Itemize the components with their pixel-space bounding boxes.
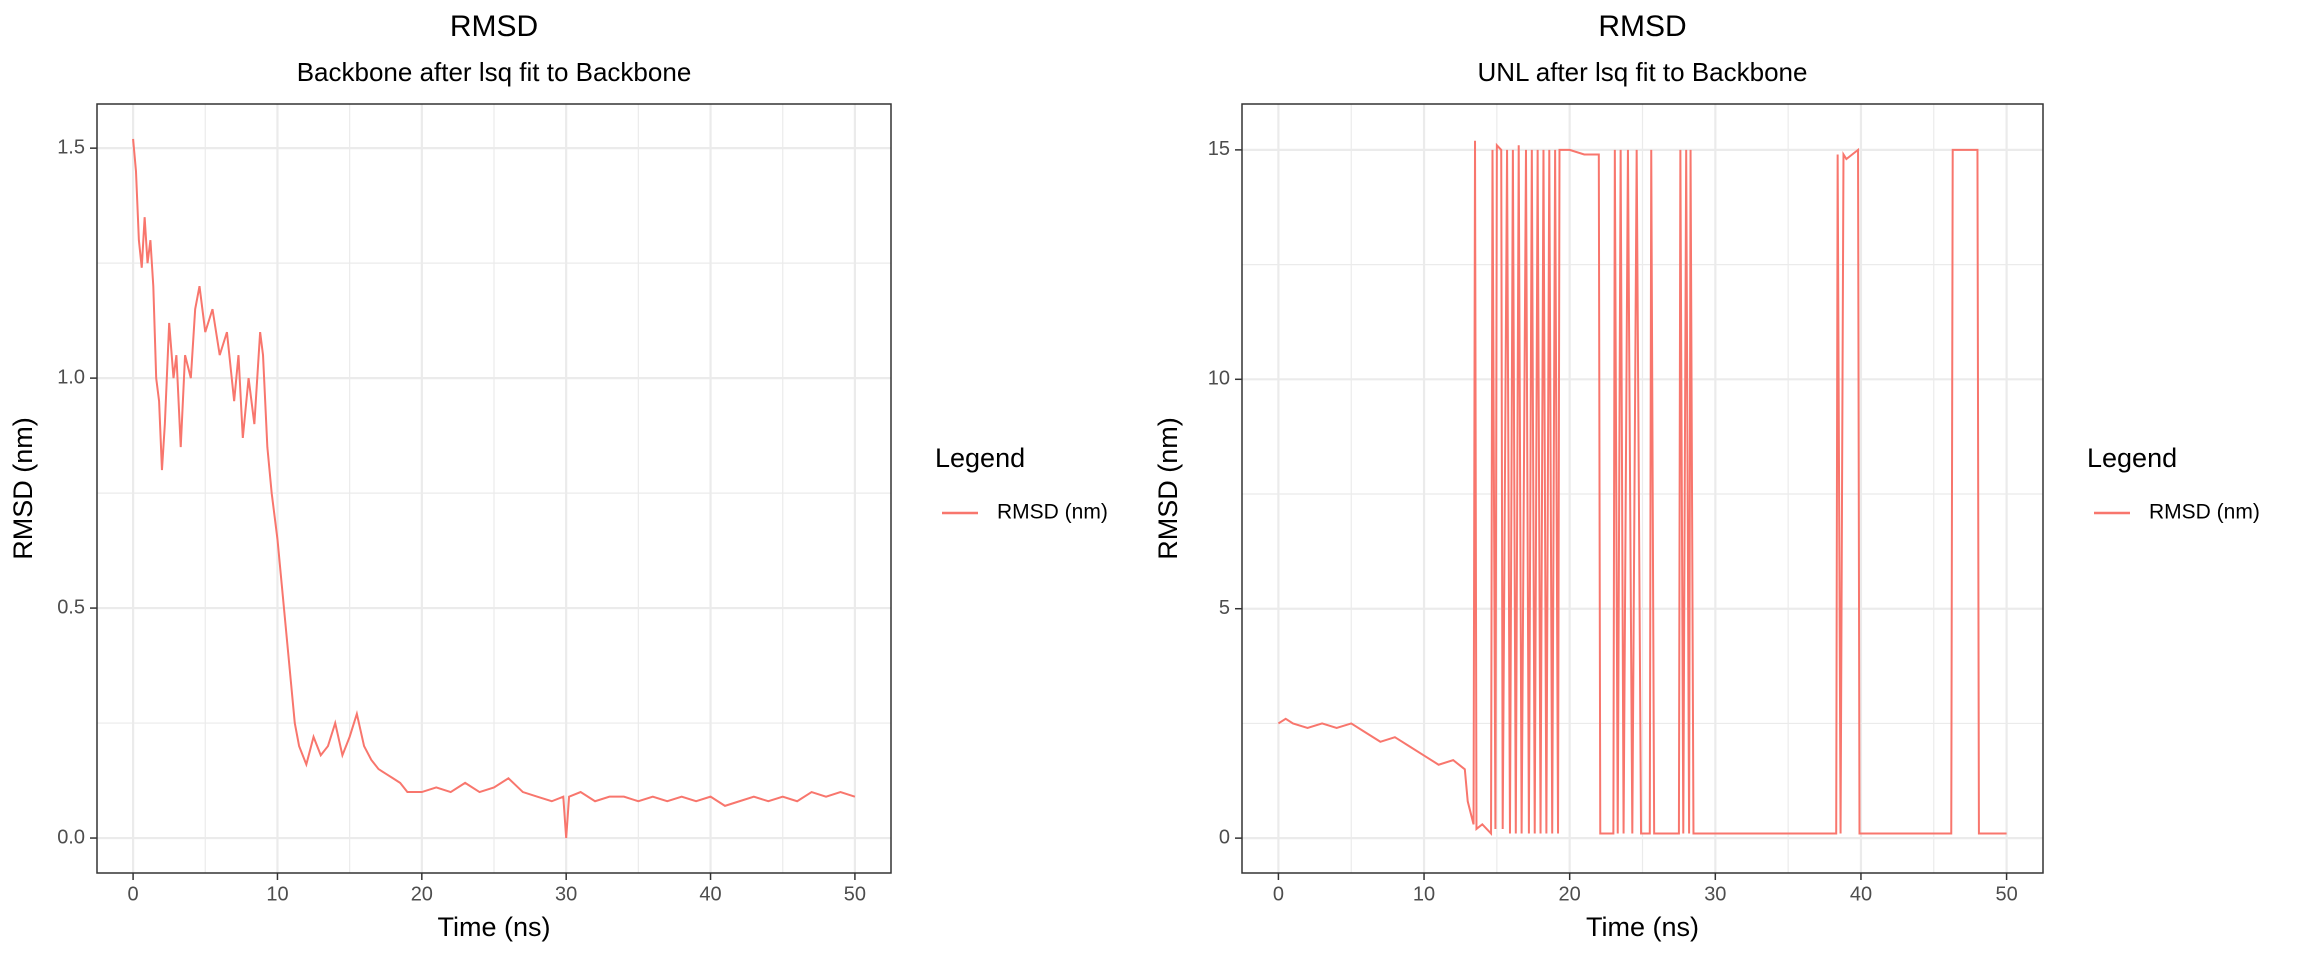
y-tick-label: 0.5 <box>57 596 85 618</box>
x-axis-title: Time (ns) <box>438 912 551 942</box>
y-tick-label: 1.0 <box>57 366 85 388</box>
chart-title: RMSD <box>450 10 538 43</box>
x-tick-label: 10 <box>1413 883 1435 905</box>
plot-border <box>1241 103 2044 874</box>
chart-subtitle: Backbone after lsq fit to Backbone <box>297 57 692 87</box>
x-tick-label: 50 <box>1995 883 2017 905</box>
data-line <box>1277 140 2007 837</box>
y-tick-label: 0 <box>1219 826 1230 848</box>
x-tick-label: 40 <box>1850 883 1872 905</box>
x-tick-label: 10 <box>266 883 288 905</box>
chart-subtitle: UNL after lsq fit to Backbone <box>1478 57 1808 87</box>
legend-label: RMSD (nm) <box>2149 501 2260 524</box>
chart-panel: RMSD Backbone after lsq fit to Backbone 0 1… <box>8 10 1108 942</box>
x-tick-label: 20 <box>411 883 433 905</box>
x-axis-title: Time (ns) <box>1586 912 1699 942</box>
y-tick-label: 15 <box>1208 138 1230 160</box>
x-tick-label: 0 <box>128 883 139 905</box>
data-line <box>132 138 856 839</box>
y-tick-label: 5 <box>1219 597 1230 619</box>
x-tick-label: 0 <box>1273 883 1284 905</box>
x-tick-label: 40 <box>699 883 721 905</box>
chart-title: RMSD <box>1598 10 1686 43</box>
chart-panel: RMSD UNL after lsq fit to Backbone 0 10 20 30… <box>1153 10 2260 942</box>
plot-border <box>96 103 892 874</box>
y-axis-title: RMSD (nm) <box>8 417 38 560</box>
x-tick-label: 20 <box>1559 883 1581 905</box>
legend-label: RMSD (nm) <box>997 501 1108 524</box>
x-tick-label: 30 <box>555 883 577 905</box>
legend-title: Legend <box>935 443 1025 473</box>
y-axis-title: RMSD (nm) <box>1153 417 1183 560</box>
y-tick-label: 0.0 <box>57 826 85 848</box>
y-tick-label: 1.5 <box>57 136 85 158</box>
x-tick-label: 50 <box>844 883 866 905</box>
y-tick-label: 10 <box>1208 368 1230 390</box>
x-tick-label: 30 <box>1704 883 1726 905</box>
legend-title: Legend <box>2087 443 2177 473</box>
